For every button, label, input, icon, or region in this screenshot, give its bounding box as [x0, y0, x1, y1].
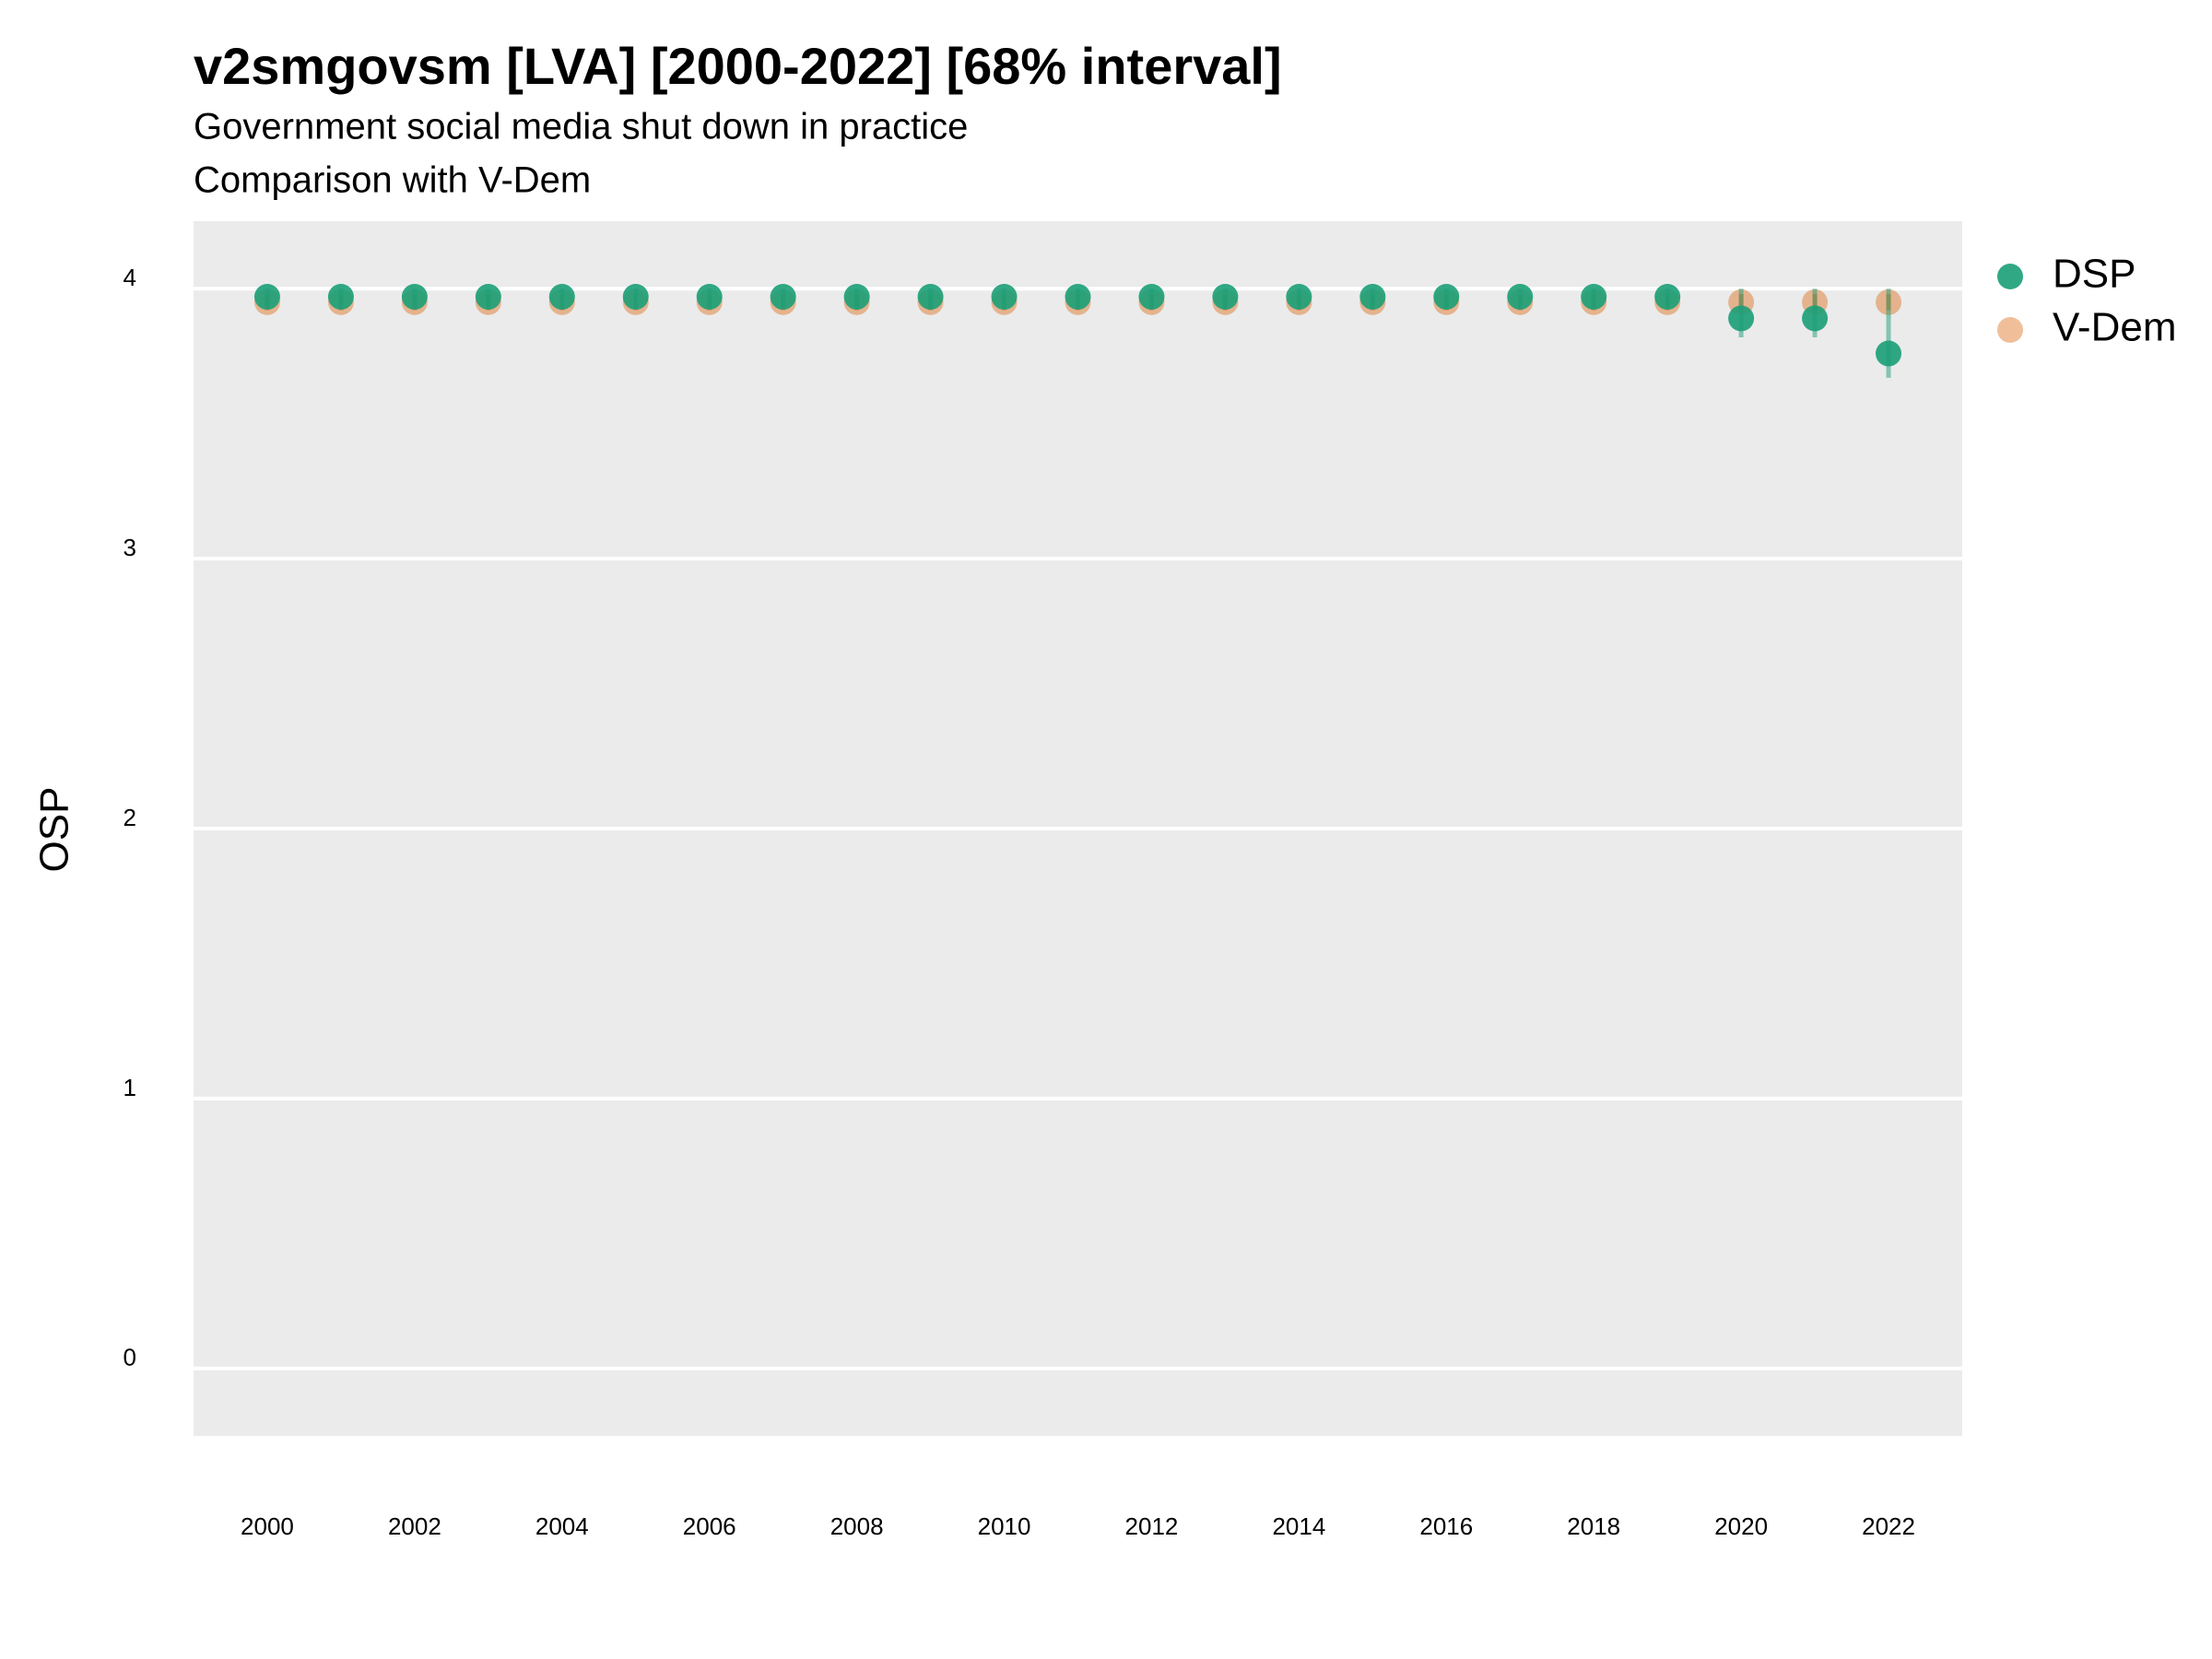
point — [1359, 284, 1386, 311]
point — [253, 284, 280, 311]
point — [1065, 284, 1091, 311]
point — [1654, 284, 1681, 311]
y-tick-label: 1 — [124, 1074, 136, 1101]
point — [1212, 284, 1239, 311]
point — [1728, 305, 1755, 332]
x-tick-label: 2000 — [241, 1512, 294, 1540]
y-tick-label: 2 — [124, 804, 136, 831]
point — [1138, 284, 1165, 311]
chart-title: v2smgovsm [LVA] [2000-2022] [68% interva… — [194, 37, 1282, 95]
x-tick-label: 2006 — [683, 1512, 736, 1540]
point — [991, 284, 1018, 311]
y-axis-label: OSP — [32, 787, 77, 873]
x-tick-label: 2012 — [1125, 1512, 1179, 1540]
point — [1507, 284, 1534, 311]
point — [1286, 284, 1312, 311]
y-tick-label: 0 — [124, 1344, 136, 1371]
legend-swatch — [1997, 264, 2023, 289]
point — [1802, 305, 1829, 332]
point — [917, 284, 944, 311]
x-tick-label: 2004 — [535, 1512, 589, 1540]
point — [548, 284, 575, 311]
point — [843, 284, 870, 311]
y-tick-label: 4 — [124, 264, 136, 291]
chart-subtitle: Government social media shut down in pra… — [194, 107, 968, 147]
y-tick-label: 3 — [124, 534, 136, 561]
point — [770, 284, 796, 311]
x-tick-label: 2008 — [830, 1512, 884, 1540]
point — [475, 284, 501, 311]
legend-label: DSP — [2053, 252, 2136, 297]
x-tick-label: 2014 — [1272, 1512, 1325, 1540]
point — [401, 284, 428, 311]
point — [1876, 340, 1902, 367]
legend-swatch — [1997, 317, 2023, 343]
x-tick-label: 2018 — [1567, 1512, 1620, 1540]
point — [696, 284, 723, 311]
x-tick-label: 2002 — [388, 1512, 441, 1540]
point — [327, 284, 354, 311]
x-tick-label: 2020 — [1714, 1512, 1768, 1540]
chart-subtitle: Comparison with V-Dem — [194, 160, 591, 201]
x-tick-label: 2022 — [1862, 1512, 1915, 1540]
x-tick-label: 2010 — [978, 1512, 1031, 1540]
point — [1433, 284, 1460, 311]
legend-label: V-Dem — [2053, 305, 2176, 350]
point — [1581, 284, 1607, 311]
point — [622, 284, 649, 311]
x-tick-label: 2016 — [1419, 1512, 1473, 1540]
